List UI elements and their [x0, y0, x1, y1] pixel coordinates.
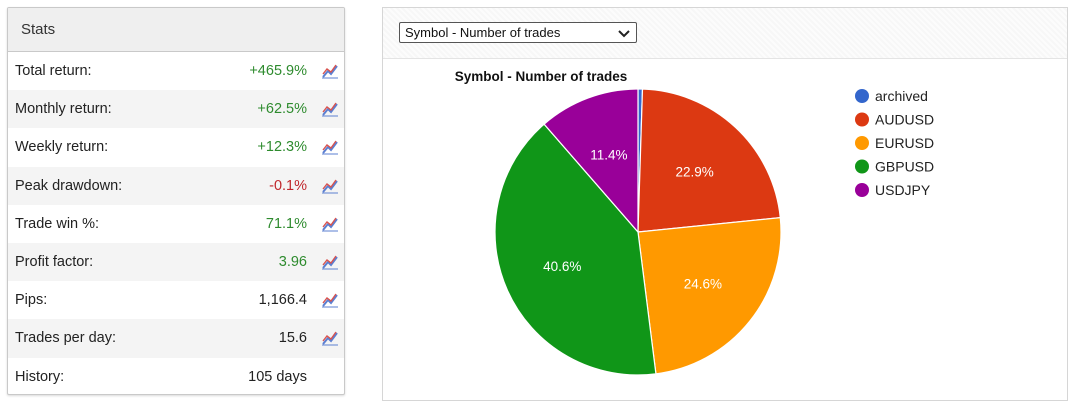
- stats-row-label: Monthly return:: [15, 101, 112, 118]
- stats-header: Stats: [8, 8, 344, 52]
- chart-line-icon[interactable]: [321, 178, 339, 194]
- legend-marker: [855, 89, 869, 103]
- stats-row-label: Trade win %:: [15, 215, 100, 232]
- slice-label: 40.6%: [543, 259, 581, 274]
- chart-line-icon[interactable]: [321, 254, 339, 270]
- pie-slice[interactable]: [494, 123, 657, 376]
- chart-toolbar: Symbol - Number of trades: [383, 8, 1067, 59]
- pie-chart: Symbol - Number of trades 22.9% 24.6% 40.6…: [455, 69, 934, 376]
- stats-row-value: +465.9%: [249, 63, 307, 80]
- chart-line-icon[interactable]: [321, 330, 339, 346]
- stats-row-label: History:: [15, 368, 65, 385]
- stats-row-value: 15.6: [278, 330, 307, 347]
- stats-row-label: Peak drawdown:: [15, 177, 123, 194]
- stats-rows: Total return: +465.9% Monthly return: +62.5…: [8, 52, 344, 395]
- legend-label[interactable]: archived: [875, 88, 928, 104]
- stats-row-value: 105 days: [248, 368, 307, 385]
- stats-row-value: +12.3%: [257, 139, 307, 156]
- stats-row: Trade win %: 71.1%: [8, 205, 344, 243]
- stats-row-value: 71.1%: [265, 215, 307, 232]
- stats-row: Profit factor: 3.96: [8, 242, 344, 282]
- legend-marker: [855, 183, 869, 197]
- stats-row: Total return: +465.9%: [8, 52, 344, 90]
- pie-slice[interactable]: [637, 88, 781, 233]
- slice-label: 22.9%: [675, 164, 713, 179]
- stats-row: Pips: 1,166.4: [8, 281, 344, 319]
- slice-label: 24.6%: [684, 277, 722, 292]
- legend-label[interactable]: AUDUSD: [875, 112, 934, 128]
- legend-label[interactable]: GBPUSD: [875, 159, 934, 175]
- legend-marker: [855, 159, 869, 174]
- stats-panel: Stats Total return: +465.9% Monthly return…: [7, 7, 345, 395]
- stats-row-value: +62.5%: [257, 101, 307, 118]
- legend-marker: [855, 136, 869, 150]
- chart-line-icon[interactable]: [321, 101, 339, 117]
- pie-slice[interactable]: [543, 88, 639, 234]
- stats-row-value: -0.1%: [269, 177, 307, 194]
- stats-row: Trades per day: 15.6: [8, 319, 344, 358]
- chart-title: Symbol - Number of trades: [455, 69, 628, 84]
- chart-type-select-value: Symbol - Number of trades: [405, 25, 561, 40]
- stats-row: Peak drawdown: -0.1%: [8, 166, 344, 205]
- stats-row-value: 3.96: [278, 254, 307, 271]
- legend-label[interactable]: USDJPY: [875, 182, 931, 198]
- chart-line-icon[interactable]: [321, 292, 339, 308]
- stats-row-value: 1,166.4: [258, 292, 307, 309]
- stats-row-label: Pips:: [15, 292, 48, 309]
- legend-marker: [855, 112, 869, 127]
- stats-row-label: Weekly return:: [15, 139, 109, 156]
- chart-line-icon[interactable]: [321, 139, 339, 155]
- stats-row-label: Trades per day:: [15, 330, 117, 347]
- legend-label[interactable]: EURUSD: [875, 135, 934, 151]
- chart-panel: Symbol - Number of trades Symbol - Numbe…: [382, 7, 1068, 401]
- stats-row: Weekly return: +12.3%: [8, 128, 344, 166]
- stats-row-label: Profit factor:: [15, 254, 94, 271]
- pie-slice[interactable]: [637, 216, 782, 375]
- chart-type-select[interactable]: Symbol - Number of trades: [399, 22, 637, 43]
- chart-line-icon[interactable]: [321, 63, 339, 79]
- stats-row: Monthly return: +62.5%: [8, 90, 344, 129]
- chevron-down-icon: [618, 30, 630, 38]
- stats-title: Stats: [21, 21, 56, 38]
- stats-row: History: 105 days: [8, 358, 344, 395]
- chart-line-icon[interactable]: [321, 216, 339, 232]
- slice-label: 11.4%: [590, 147, 627, 162]
- stats-row-label: Total return:: [15, 63, 92, 80]
